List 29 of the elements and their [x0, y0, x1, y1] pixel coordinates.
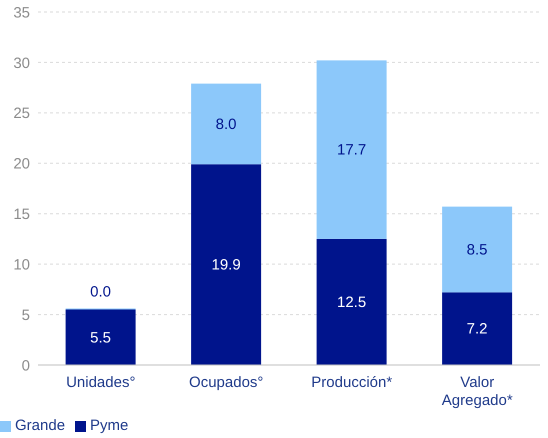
bar: [316, 238, 387, 365]
x-tick-label: Unidades°: [66, 374, 136, 391]
x-tick-label: Valor Agregado*: [442, 374, 513, 409]
y-tick-label: 15: [13, 206, 30, 224]
y-tick-label: 10: [13, 256, 30, 274]
bar: [191, 164, 262, 365]
legend-label: Grande: [15, 417, 66, 434]
bar: [442, 292, 512, 365]
data-label: 5.5: [90, 329, 112, 346]
data-label: 19.9: [212, 256, 241, 274]
bar: [442, 206, 512, 292]
bar: [66, 310, 136, 365]
data-label: 8.5: [466, 242, 488, 259]
y-tick-label: 25: [13, 105, 30, 122]
y-tick-label: 0: [22, 357, 30, 374]
data-label: 7.2: [466, 320, 488, 338]
bar: [191, 84, 262, 164]
x-tick-label: Producción*: [311, 374, 392, 391]
data-label: 12.5: [337, 294, 366, 311]
y-tick-label: 35: [13, 4, 30, 22]
x-tick-label: Ocupados°: [189, 374, 264, 391]
data-label: 17.7: [337, 142, 366, 159]
bar: [316, 60, 387, 239]
data-label: 0.0: [90, 284, 112, 301]
data-label: 8.0: [216, 116, 237, 133]
y-tick-label: 20: [13, 156, 30, 173]
y-tick-label: 30: [13, 54, 30, 72]
legend-label: Pyme: [90, 417, 128, 434]
y-tick-label: 5: [22, 306, 30, 324]
